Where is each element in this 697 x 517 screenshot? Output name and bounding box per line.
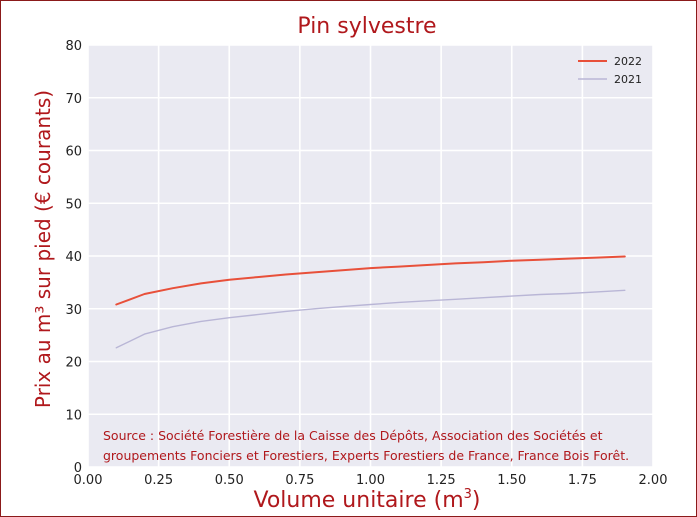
legend-label-2021: 2021	[614, 73, 642, 86]
x-tick-label: 0.25	[144, 473, 173, 488]
gridlines	[87, 44, 654, 468]
x-tick-label: 1.50	[497, 473, 526, 488]
y-tick-label: 80	[65, 39, 82, 54]
y-tick-label: 60	[65, 145, 82, 160]
y-tick-label: 20	[65, 356, 82, 371]
y-tick-label: 40	[65, 250, 82, 265]
x-tick-label: 0.75	[285, 473, 314, 488]
x-axis-label-superscript: 3	[464, 487, 472, 502]
source-annotation-line-2: groupements Fonciers et Forestiers, Expe…	[103, 448, 629, 463]
legend: 2022 2021	[578, 55, 642, 86]
x-axis-label-main: Volume unitaire (m	[253, 488, 463, 513]
series-line-2022	[115, 255, 626, 306]
y-tick-label: 50	[65, 197, 82, 212]
y-tick-label: 30	[65, 303, 82, 318]
x-tick-label: 1.25	[427, 473, 456, 488]
x-tick-label: 1.00	[356, 473, 385, 488]
y-tick-label: 70	[65, 92, 82, 107]
series-line-2021	[115, 289, 626, 349]
legend-label-2022: 2022	[614, 55, 642, 68]
x-tick-label: 0.00	[74, 473, 103, 488]
x-axis-label: Volume unitaire (m3)	[253, 487, 480, 513]
series-layer	[115, 255, 626, 349]
y-tick-label: 0	[74, 461, 82, 476]
y-axis-ticks: 0 10 20 30 40 50 60 70 80	[65, 39, 82, 476]
x-tick-label: 0.50	[215, 473, 244, 488]
x-tick-label: 1.75	[568, 473, 597, 488]
x-tick-label: 2.00	[639, 473, 668, 488]
x-axis-ticks: 0.00 0.25 0.50 0.75 1.00 1.25 1.50 1.75 2.00	[74, 473, 668, 488]
y-axis-label: Prix au m³ sur pied (€ courants)	[31, 90, 55, 408]
x-axis-label-end: )	[472, 488, 481, 513]
chart-title: Pin sylvestre	[297, 14, 436, 39]
y-tick-label: 10	[65, 408, 82, 423]
source-annotation-line-1: Source : Société Forestière de la Caisse…	[103, 428, 603, 443]
